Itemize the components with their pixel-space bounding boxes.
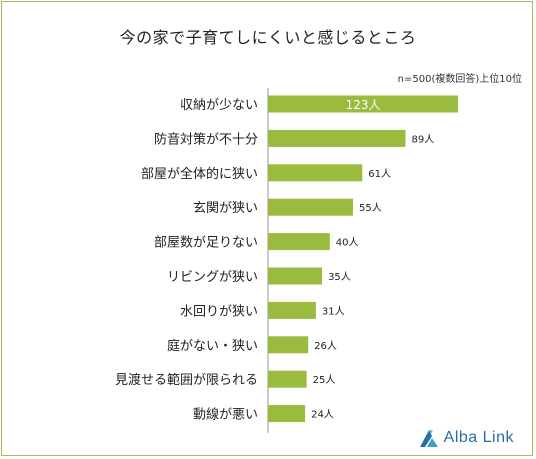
bar — [268, 198, 353, 216]
alba-link-logo-icon — [419, 430, 438, 447]
value-label: 40人 — [336, 237, 359, 249]
bar — [268, 164, 363, 182]
category-label: リビングが狭い — [167, 270, 258, 285]
value-label: 24人 — [311, 409, 334, 421]
bar — [268, 267, 323, 285]
value-label: 123人 — [346, 98, 381, 112]
bar — [268, 95, 459, 113]
bar — [268, 129, 406, 147]
value-label: 26人 — [314, 340, 337, 352]
category-label: 動線が悪い — [193, 407, 258, 423]
category-label: 見渡せる範囲が限られる — [115, 372, 258, 388]
category-label: 収納が少ない — [180, 98, 258, 113]
bar — [268, 336, 309, 354]
bar — [268, 301, 316, 319]
value-label: 55人 — [359, 202, 382, 214]
category-label: 庭がない・狭い — [167, 338, 258, 354]
brand-logo: Alba Link — [418, 427, 514, 449]
value-label: 25人 — [313, 374, 336, 386]
category-label: 部屋数が足りない — [154, 236, 258, 251]
bar — [268, 370, 307, 388]
bar — [268, 405, 306, 423]
category-label: 部屋が全体的に狭い — [141, 166, 258, 182]
category-label: 水回りが狭い — [180, 304, 258, 319]
value-label: 31人 — [322, 305, 345, 317]
chart-title: 今の家で子育てしにくいと感じるところ — [119, 28, 417, 47]
bar — [268, 233, 330, 251]
logo-text: Alba Link — [443, 429, 514, 446]
category-label: 玄関が狭い — [193, 201, 258, 216]
sample-note: n=500(複数回答)上位10位 — [397, 74, 522, 85]
value-label: 35人 — [328, 271, 351, 283]
value-label: 89人 — [412, 133, 435, 145]
value-label: 61人 — [368, 168, 391, 180]
category-label: 防音対策が不十分 — [154, 131, 258, 147]
